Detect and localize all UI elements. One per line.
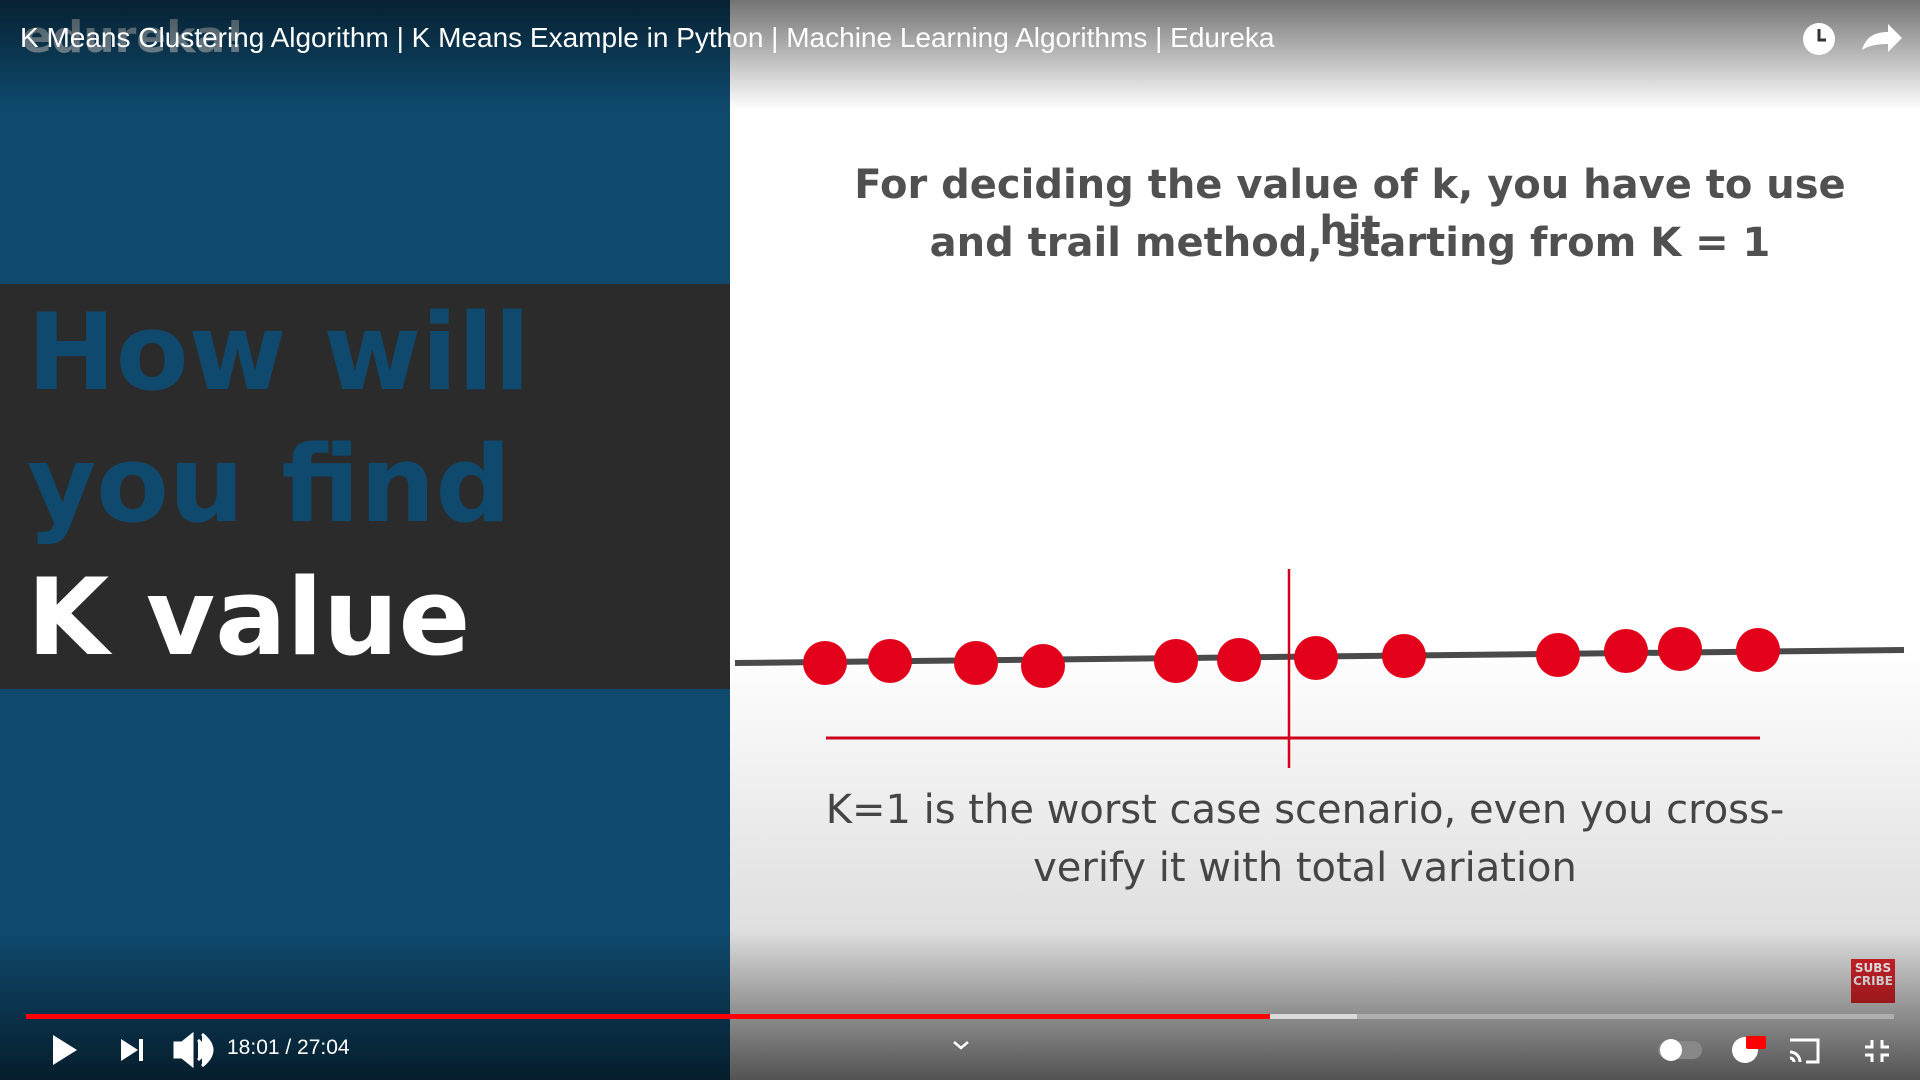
video-title: K Means Clustering Algorithm | K Means E… bbox=[20, 22, 1275, 53]
top-shade bbox=[0, 0, 1920, 110]
time-display: 18:01 / 27:04 bbox=[227, 1036, 350, 1059]
play-button[interactable] bbox=[53, 1035, 77, 1065]
slide-right-panel bbox=[730, 0, 1920, 1080]
slide-left-panel: edureka! How will you find K value bbox=[0, 0, 730, 1080]
progress-played bbox=[26, 1014, 1270, 1019]
heading-line: How will bbox=[27, 291, 531, 414]
volume-button[interactable] bbox=[173, 1031, 214, 1069]
heading-band bbox=[0, 284, 730, 689]
next-button[interactable] bbox=[121, 1039, 143, 1061]
slide-text: For deciding the value of k, you have to… bbox=[854, 162, 1846, 254]
slide-text: verify it with total variation bbox=[1033, 845, 1577, 891]
chapters-button[interactable] bbox=[953, 1041, 969, 1050]
heading-line: you find bbox=[27, 423, 512, 546]
toggle-knob bbox=[1660, 1039, 1682, 1061]
icon bbox=[1817, 29, 1826, 42]
exit-fullscreen-button[interactable] bbox=[1865, 1040, 1889, 1062]
slide-text: K=1 is the worst case scenario, even you… bbox=[825, 787, 1785, 833]
heading-line: K value bbox=[27, 556, 471, 679]
share-button[interactable] bbox=[1862, 24, 1902, 52]
slide-text: and trail method, starting from K = 1 bbox=[929, 220, 1771, 266]
bottom-shade bbox=[0, 930, 1920, 1080]
cast-button[interactable] bbox=[1789, 1038, 1820, 1064]
points bbox=[803, 627, 1780, 688]
hd-badge bbox=[1746, 1036, 1766, 1049]
